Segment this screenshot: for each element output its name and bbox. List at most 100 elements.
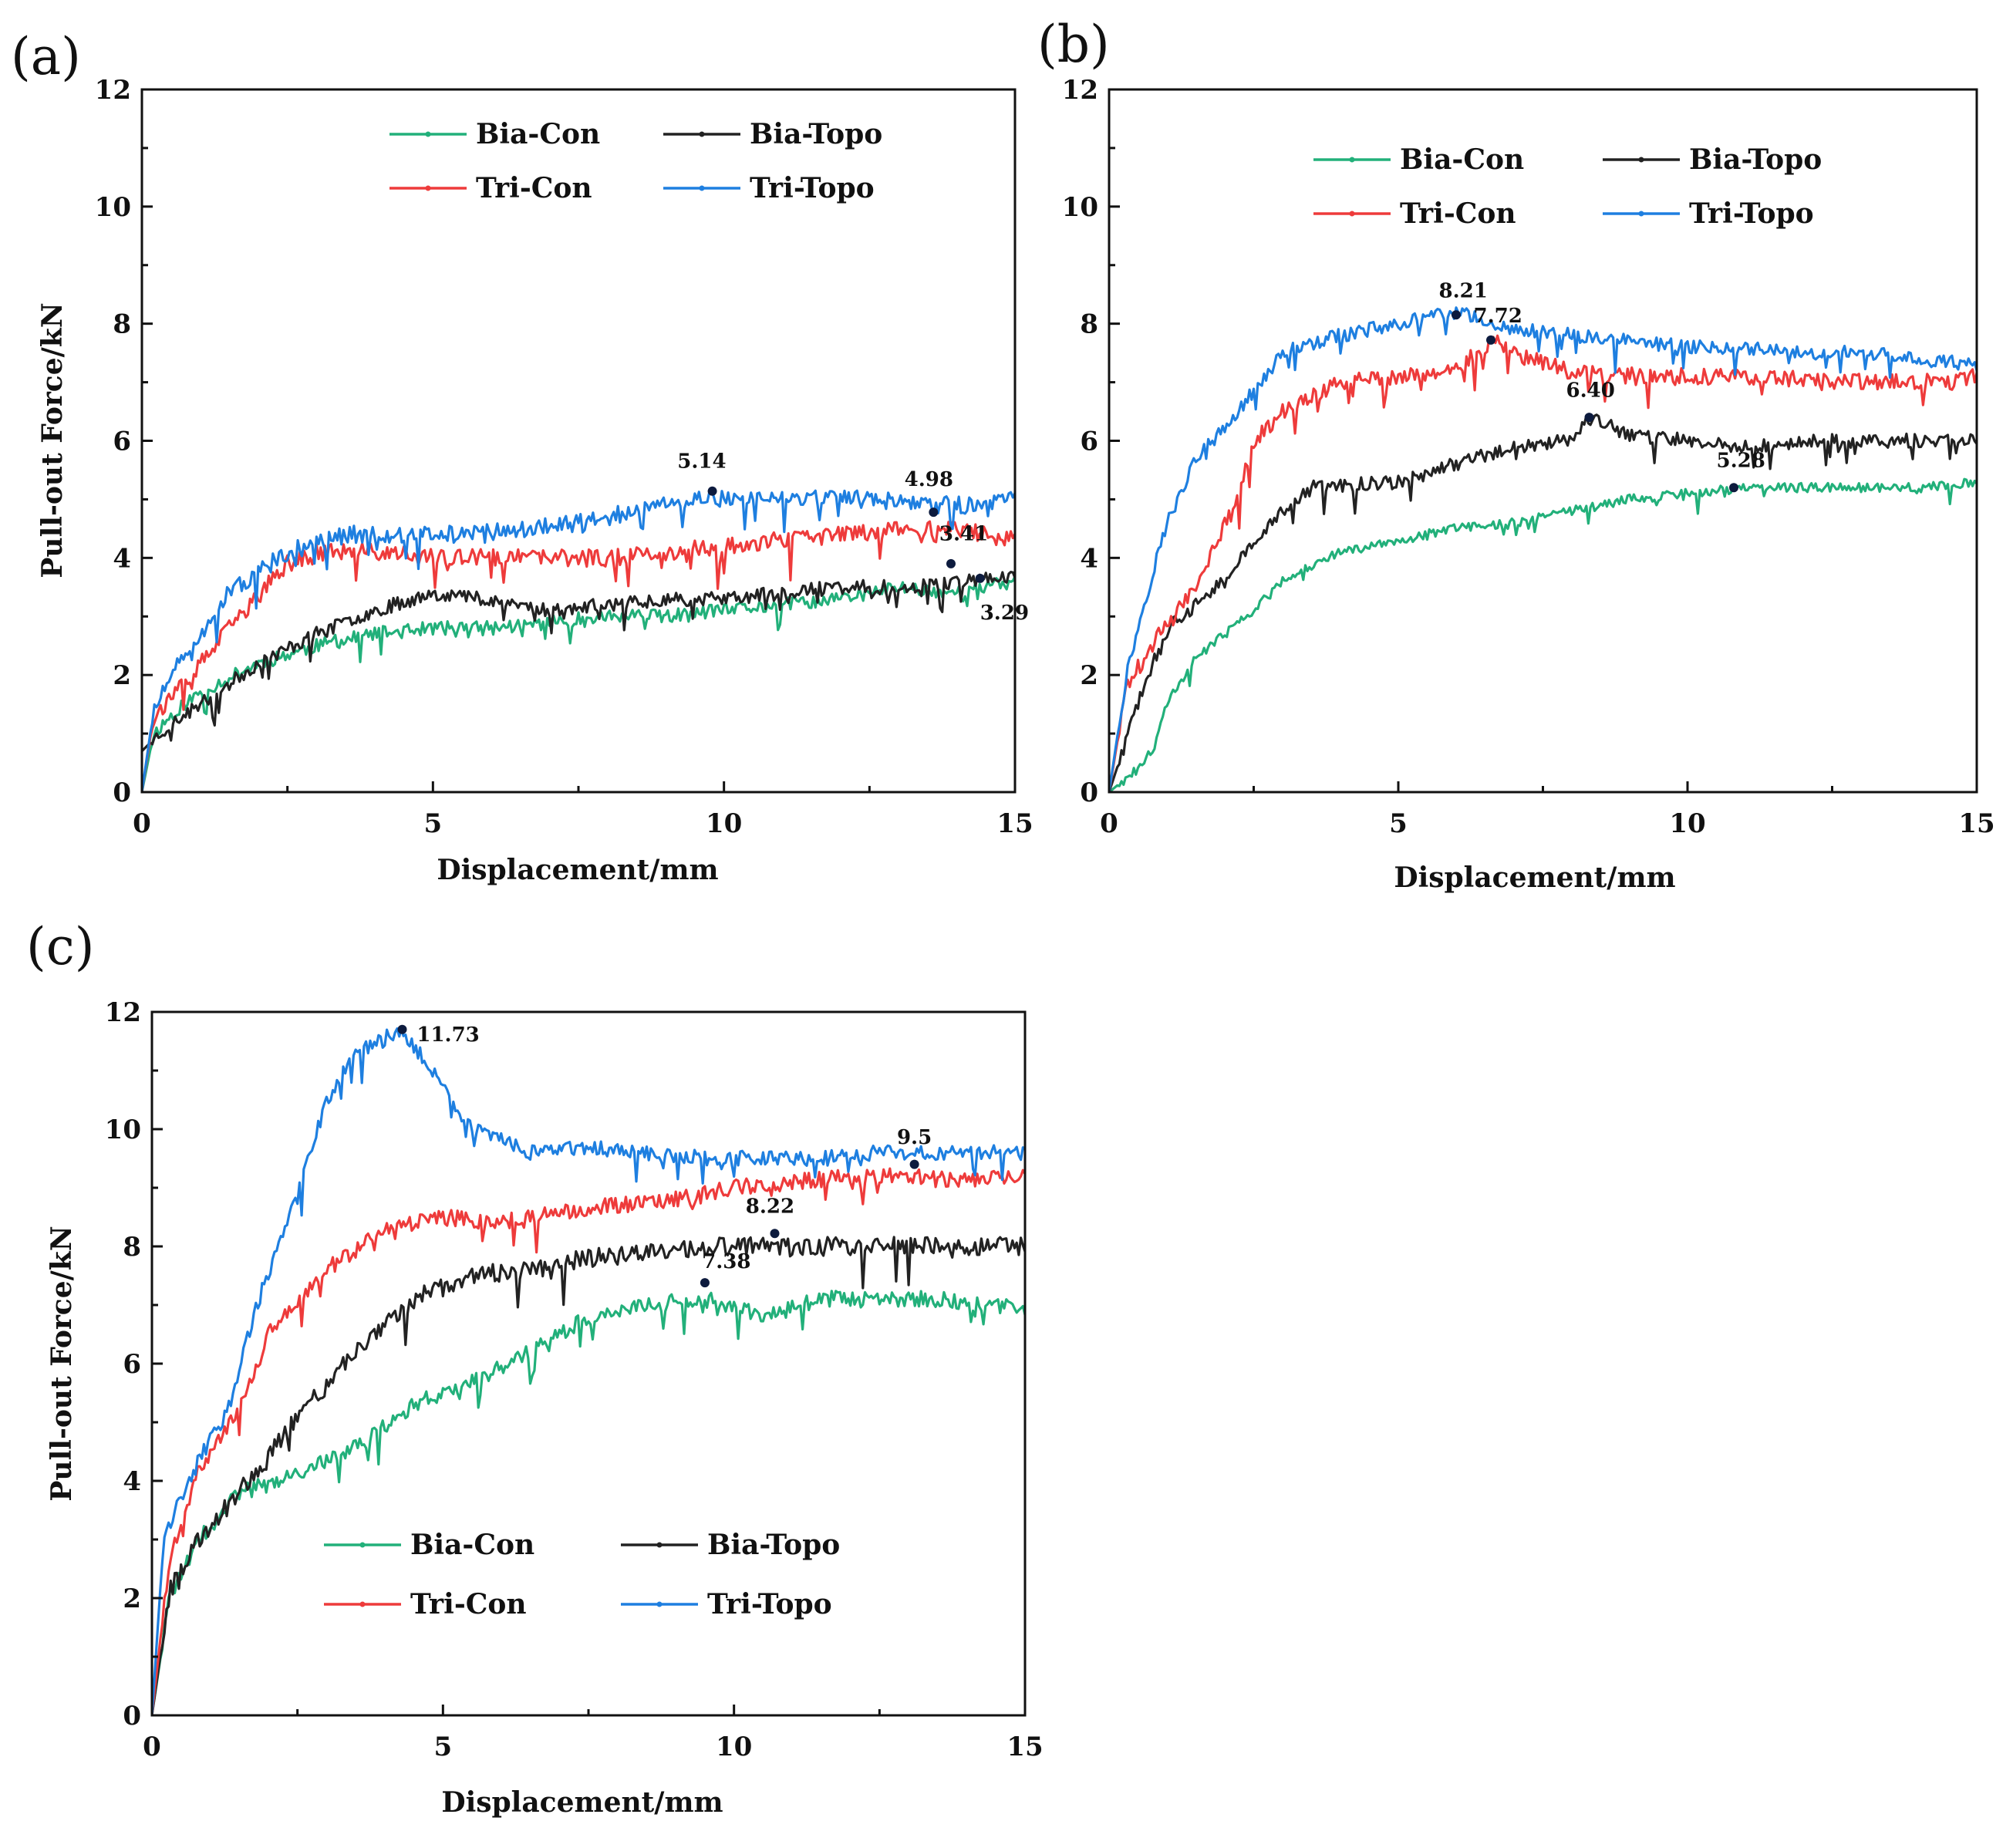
annotation-label: 3.41 [939, 523, 988, 546]
legend-marker [425, 185, 431, 191]
legend-label: Tri-Con [1400, 197, 1516, 230]
series-line-tri-topo [152, 1027, 1025, 1715]
plot-frame [150, 1010, 1027, 1717]
legend-label: Tri-Con [476, 172, 592, 204]
y-tick-label: 12 [95, 75, 131, 106]
y-tick-label: 8 [113, 309, 131, 340]
annotation-label: 5.28 [1717, 450, 1765, 473]
annotation-label: 11.73 [416, 1023, 479, 1047]
legend: Bia-Con Bia-Topo Tri-Con Tri-Topo [389, 118, 882, 204]
y-tick-label: 2 [1080, 660, 1098, 691]
annotation-label: 9.5 [897, 1126, 932, 1149]
legend-marker [359, 1601, 366, 1607]
legend-marker [1349, 211, 1355, 217]
series-line-bia-con [152, 1290, 1025, 1715]
panel-label: (c) [26, 917, 94, 976]
legend-marker [656, 1542, 663, 1548]
annotation-point [397, 1024, 407, 1034]
x-tick-label: 15 [996, 808, 1033, 839]
x-tick-label: 15 [1958, 808, 1994, 839]
y-tick-label: 0 [1080, 777, 1098, 808]
legend-label: Bia-Con [476, 118, 600, 150]
x-tick-label: 5 [423, 808, 442, 839]
series-line-tri-con [152, 1167, 1025, 1715]
y-tick-label: 6 [1080, 427, 1098, 457]
y-tick-label: 2 [113, 660, 131, 691]
y-tick-label: 0 [123, 1701, 141, 1732]
chart-panel-0: (a) 0 2 4 6 8 10 12 0 5 10 15 Displacement/mm Pull-ou… [11, 27, 1033, 886]
series-group [1109, 306, 1977, 792]
x-tick-label: 15 [1006, 1732, 1043, 1762]
annotation-label: 5.14 [677, 450, 726, 473]
y-tick-label: 12 [105, 997, 141, 1028]
panel-label: (a) [11, 27, 81, 86]
legend-marker [359, 1542, 366, 1548]
y-tick-label: 10 [95, 192, 131, 223]
series-line-bia-topo [1109, 413, 1977, 792]
y-tick-label: 4 [113, 543, 131, 574]
legend-marker [699, 185, 705, 191]
y-tick-label: 6 [123, 1349, 141, 1380]
annotation-point [770, 1229, 780, 1239]
y-tick-label: 6 [113, 427, 131, 457]
annotation-point [946, 558, 956, 568]
y-tick-label: 0 [113, 777, 131, 808]
annotation-point [1729, 483, 1738, 493]
x-axis-title: Displacement/mm [437, 854, 718, 886]
y-axis-title: Pull-out Force/kN [36, 302, 69, 578]
legend-label: Tri-Topo [707, 1588, 832, 1620]
chart-panel-2: (c) 0 2 4 6 8 10 12 0 5 10 15 Displacement/mm Pull-ou… [26, 917, 1044, 1819]
annotation-label: 4.98 [905, 468, 953, 491]
legend-label: Tri-Topo [1689, 197, 1814, 230]
annotation-point [1486, 335, 1495, 345]
x-tick-label: 0 [1100, 808, 1118, 839]
legend-label: Bia-Topo [1689, 143, 1822, 176]
series-line-tri-con [1109, 334, 1977, 792]
legend-label: Bia-Topo [750, 118, 882, 150]
y-tick-label: 2 [123, 1583, 141, 1614]
annotation-point [1452, 310, 1461, 320]
legend: Bia-Con Bia-Topo Tri-Con Tri-Topo [1313, 143, 1822, 230]
x-axis-title: Displacement/mm [441, 1786, 723, 1819]
legend-label: Bia-Con [1400, 143, 1524, 176]
x-tick-label: 5 [1389, 808, 1408, 839]
chart-panel-1: (b) 0 2 4 6 8 10 12 0 5 10 15 Displacement/mm Bia-Con… [1037, 15, 1995, 894]
legend-marker [1349, 157, 1355, 163]
legend-marker [656, 1601, 663, 1607]
annotation-label: 8.22 [746, 1195, 794, 1219]
series-line-bia-con [1109, 477, 1977, 792]
series-line-bia-topo [152, 1236, 1025, 1715]
legend: Bia-Con Bia-Topo Tri-Con Tri-Topo [324, 1529, 840, 1620]
annotation-point [909, 1159, 919, 1169]
annotation-point [700, 1278, 710, 1288]
plot-frame [1108, 88, 1978, 794]
legend-marker [699, 131, 705, 137]
x-tick-label: 10 [716, 1732, 752, 1762]
legend-marker [425, 131, 431, 137]
annotation-label: 7.72 [1474, 305, 1522, 328]
series-group [152, 1027, 1025, 1715]
y-tick-label: 12 [1062, 75, 1098, 106]
legend-marker [1638, 211, 1644, 217]
x-tick-label: 10 [1669, 808, 1705, 839]
y-tick-label: 8 [1080, 309, 1098, 340]
y-tick-label: 8 [123, 1232, 141, 1263]
legend-label: Tri-Topo [750, 172, 875, 204]
annotation-label: 8.21 [1439, 280, 1488, 303]
y-tick-label: 4 [1080, 543, 1098, 574]
legend-label: Bia-Topo [707, 1529, 840, 1561]
x-tick-label: 0 [133, 808, 151, 839]
series-line-tri-topo [1109, 306, 1977, 792]
legend-marker [1638, 157, 1644, 163]
annotation-point [1584, 413, 1594, 423]
legend-label: Bia-Con [410, 1529, 534, 1561]
series-line-bia-topo [142, 571, 1015, 753]
y-axis-title: Pull-out Force/kN [46, 1226, 78, 1501]
x-tick-label: 5 [433, 1732, 452, 1762]
annotation-point [707, 486, 717, 496]
series-line-tri-topo [142, 489, 1015, 792]
y-tick-label: 10 [105, 1115, 141, 1145]
annotation-label: 3.29 [980, 602, 1029, 625]
annotation-label: 6.40 [1566, 379, 1615, 403]
